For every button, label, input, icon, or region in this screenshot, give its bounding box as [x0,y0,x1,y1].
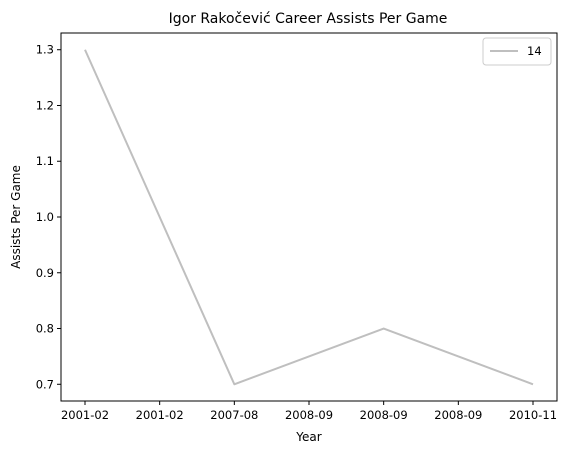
x-axis-label: Year [295,430,321,444]
chart-title: Igor Rakočević Career Assists Per Game [169,11,448,27]
series-line [84,49,534,386]
plot-area [84,49,534,386]
x-tick-label: 2007-08 [210,408,258,422]
legend-label: 14 [527,44,542,58]
y-axis-label: Assists Per Game [9,165,23,269]
x-tick-label: 2001-02 [61,408,109,422]
y-tick-label: 0.8 [36,322,54,336]
y-tick-label: 0.9 [36,266,54,280]
axes-frame [60,32,558,402]
x-axis-ticks: 2001-02 2001-02 2007-08 2008-09 2008-09 2008-… [61,401,557,422]
x-tick-label: 2010-11 [509,408,557,422]
y-tick-label: 1.2 [36,98,54,112]
y-tick-label: 0.7 [36,377,54,391]
y-tick-label: 1.1 [36,154,54,168]
y-tick-label: 1.0 [36,210,54,224]
x-tick-label: 2001-02 [136,408,184,422]
y-tick-label: 1.3 [36,43,54,57]
x-tick-label: 2008-09 [285,408,333,422]
legend: 14 [482,37,552,66]
y-axis-ticks: 0.7 0.8 0.9 1.0 1.1 1.2 1.3 [36,43,61,391]
x-tick-label: 2008-09 [360,408,408,422]
x-tick-label: 2008-09 [434,408,482,422]
